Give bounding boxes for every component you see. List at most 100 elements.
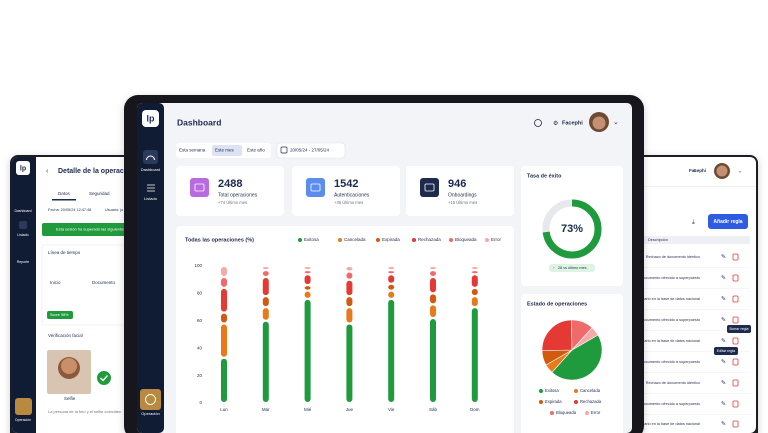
tab[interactable]: Datos — [58, 191, 71, 196]
x-tick-label: Lun — [220, 407, 228, 412]
bar-segment — [262, 308, 269, 320]
nav-label[interactable]: Dashboard — [14, 209, 31, 213]
legend-label: Bloqueada — [556, 410, 577, 415]
pie-slice — [541, 319, 573, 351]
bar-segment — [304, 291, 311, 298]
nav-icon — [19, 221, 27, 229]
rule-description: Usuario en la base de datos nacional — [638, 422, 701, 426]
date-range[interactable]: 20/05/24 - 27/05/24 — [290, 148, 330, 153]
pie-slice — [571, 327, 599, 351]
face-note: La persona de la foto y el selfie coinci… — [48, 409, 121, 414]
nav-label[interactable]: Listado — [17, 233, 28, 237]
y-tick-label: 0 — [199, 400, 202, 405]
edit-icon[interactable]: ✎ — [721, 359, 726, 366]
x-tick-label: Sáb — [429, 407, 438, 412]
bar-segment — [430, 267, 436, 270]
stat-label: Onboardings — [448, 192, 477, 198]
delete-icon[interactable] — [732, 358, 739, 366]
button-label[interactable]: Añadir regla — [713, 219, 742, 225]
delete-icon[interactable] — [732, 316, 739, 324]
gear-icon[interactable]: ⚙ — [553, 120, 558, 127]
edit-icon[interactable]: ✎ — [721, 296, 726, 303]
bar-segment — [430, 271, 436, 276]
nav-label[interactable]: Reporte — [17, 260, 30, 264]
bar-segment — [388, 299, 395, 402]
bar-segment — [346, 297, 353, 307]
chevron[interactable]: ⌄ — [738, 168, 742, 174]
nav-label[interactable]: Listado — [144, 196, 158, 201]
operation-icon[interactable] — [140, 389, 161, 410]
delete-icon[interactable] — [732, 337, 739, 345]
delete-icon[interactable] — [732, 420, 739, 428]
gear-icon[interactable]: ⚙ — [693, 168, 697, 173]
user-name: Facephi — [689, 168, 706, 173]
bar-segment — [262, 277, 269, 296]
nav-label[interactable]: Operación — [141, 411, 159, 416]
delete-icon[interactable] — [732, 274, 739, 282]
logo — [16, 161, 30, 175]
bar-segment — [221, 358, 227, 402]
legend-label: Expirada — [382, 237, 400, 242]
main-device: lp Dashboard Listado Operación Dashboard… — [124, 95, 644, 433]
x-tick-label: Mié — [304, 407, 312, 412]
edit-icon[interactable]: ✎ — [721, 254, 726, 261]
bar-segment — [388, 284, 395, 290]
edit-icon[interactable]: ✎ — [721, 401, 726, 408]
delete-icon[interactable] — [732, 253, 739, 261]
legend-label: Error — [491, 237, 502, 242]
legend-label: Rechazada — [580, 399, 602, 404]
date: Fecha: 20/05/24 12:47:48 — [48, 208, 91, 212]
tab[interactable]: Seguridad — [89, 191, 110, 196]
rule-description: Rechazo de documento idéntico — [646, 255, 700, 259]
change-badge — [549, 264, 595, 272]
back-arrow[interactable]: ‹ — [46, 168, 49, 175]
chevron[interactable]: ⌄ — [613, 119, 619, 126]
row-divider — [600, 414, 750, 415]
bar-segment — [346, 280, 353, 296]
nav-label[interactable]: Dashboard — [141, 167, 161, 172]
selfie-face — [61, 358, 77, 374]
date-picker[interactable] — [276, 142, 346, 159]
face-title: Verificación facial — [48, 333, 83, 338]
edit-icon[interactable]: ✎ — [721, 338, 726, 345]
delete-icon[interactable] — [732, 295, 739, 303]
row-divider — [600, 372, 750, 373]
add-rule-button[interactable] — [708, 214, 748, 229]
edit-icon[interactable]: ✎ — [721, 317, 726, 324]
legend-dot — [585, 411, 589, 415]
bar-segment — [262, 321, 269, 402]
edit-icon[interactable]: ✎ — [721, 275, 726, 282]
row-divider — [600, 288, 750, 289]
y-tick-label: 20 — [197, 373, 203, 378]
nav-label[interactable]: Operación — [15, 418, 31, 422]
x-tick-label: Dom — [470, 407, 480, 412]
tab[interactable]: Este mes — [215, 148, 235, 153]
edit-icon[interactable]: ✎ — [721, 421, 726, 428]
rule-description: Usuario en la base de datos nacional — [638, 339, 701, 343]
bar-segment — [304, 299, 311, 402]
alert-text: Esta sesión ha superado las siguientes v… — [56, 227, 149, 232]
delete-icon[interactable] — [732, 400, 739, 408]
donut-arc — [542, 199, 602, 259]
operation-icon[interactable] — [15, 398, 32, 415]
row-divider — [600, 309, 750, 310]
bar-segment — [262, 271, 269, 276]
tooltip — [714, 347, 738, 355]
selfie-label: Selfie — [64, 396, 76, 401]
check-mark — [100, 375, 109, 382]
nav-icon[interactable] — [143, 150, 158, 164]
bar-segment — [471, 288, 478, 296]
rule-description: Documento ofrecido a superpuesto — [641, 276, 700, 280]
bar-segment — [430, 294, 436, 304]
download-icon[interactable]: ⤓ — [692, 219, 695, 226]
tooltip — [727, 325, 751, 333]
delete-icon[interactable] — [732, 379, 739, 387]
tab[interactable]: Esta semana — [179, 148, 206, 153]
edit-icon[interactable]: ✎ — [721, 380, 726, 387]
bar-segment — [388, 271, 395, 274]
tab[interactable]: Este año — [247, 148, 265, 153]
success-card — [521, 166, 623, 286]
bar-segment — [471, 267, 478, 270]
help-icon[interactable] — [534, 119, 542, 127]
stat-value: 1542 — [334, 178, 358, 190]
